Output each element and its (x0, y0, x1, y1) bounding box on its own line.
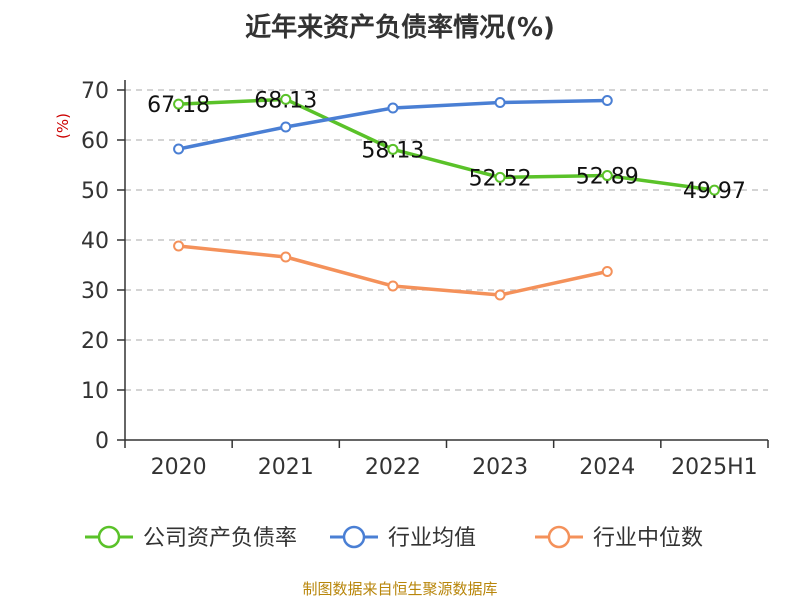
data-label: 49.97 (683, 179, 746, 204)
data-point (601, 266, 613, 277)
x-tick-label: 2020 (151, 455, 207, 480)
legend: 公司资产负债率 行业均值 行业中位数 (85, 525, 703, 551)
data-point (280, 93, 292, 105)
data-point (601, 170, 613, 182)
y-axis-label: (%) (54, 113, 72, 139)
data-point (173, 240, 185, 252)
legend-marker (342, 525, 366, 549)
legend-label: 公司资产负债率 (143, 526, 297, 551)
y-tick-label: 70 (81, 79, 109, 104)
x-tick-label: 2025H1 (671, 455, 758, 480)
x-tick-label: 2024 (579, 455, 635, 480)
legend-item-0: 公司资产负债率 (85, 525, 297, 551)
data-point (494, 171, 506, 183)
data-point (387, 143, 399, 155)
legend-marker (97, 525, 121, 549)
source-note: 制图数据来自恒生聚源数据库 (302, 580, 497, 598)
series-group (173, 93, 720, 301)
x-tick-label: 2022 (365, 455, 421, 480)
data-label: 67.18 (147, 93, 210, 118)
chart-title: 近年来资产负债率情况(%) (245, 12, 555, 43)
data-point (708, 184, 720, 196)
data-point (387, 280, 399, 292)
x-tick-label: 2023 (472, 455, 528, 480)
legend-marker (547, 525, 571, 549)
data-label: 52.89 (576, 165, 639, 190)
data-label: 52.52 (469, 166, 532, 191)
x-tick-label: 2021 (258, 455, 314, 480)
data-labels: 67.18 68.13 58.13 52.52 52.89 49.97 (147, 88, 746, 204)
data-point (280, 251, 292, 263)
data-point (601, 95, 613, 106)
series-line (178, 97, 715, 192)
y-tick-label: 60 (81, 129, 109, 154)
y-tick-label: 50 (81, 179, 109, 204)
data-point (494, 97, 506, 108)
series-1 (173, 95, 613, 155)
data-point (494, 289, 506, 301)
data-label: 68.13 (254, 88, 317, 113)
legend-item-2: 行业中位数 (535, 525, 703, 551)
data-point (173, 143, 185, 155)
legend-label: 行业均值 (388, 526, 476, 551)
legend-label: 行业中位数 (593, 526, 703, 551)
data-point (280, 121, 292, 133)
y-tick-label: 0 (95, 429, 109, 454)
data-label: 58.13 (361, 138, 424, 163)
data-point (387, 102, 399, 114)
y-tick-label: 10 (81, 379, 109, 404)
y-tick-label: 20 (81, 329, 109, 354)
series-2 (173, 240, 613, 301)
y-tick-label: 30 (81, 279, 109, 304)
y-tick-label: 40 (81, 229, 109, 254)
legend-item-1: 行业均值 (330, 525, 476, 551)
series-0 (173, 93, 720, 196)
axes: 0 10 20 30 40 50 60 70 2020 2021 2022 2023 2024 2025H… (81, 79, 769, 480)
grid-lines (125, 89, 768, 391)
data-point (173, 98, 185, 110)
